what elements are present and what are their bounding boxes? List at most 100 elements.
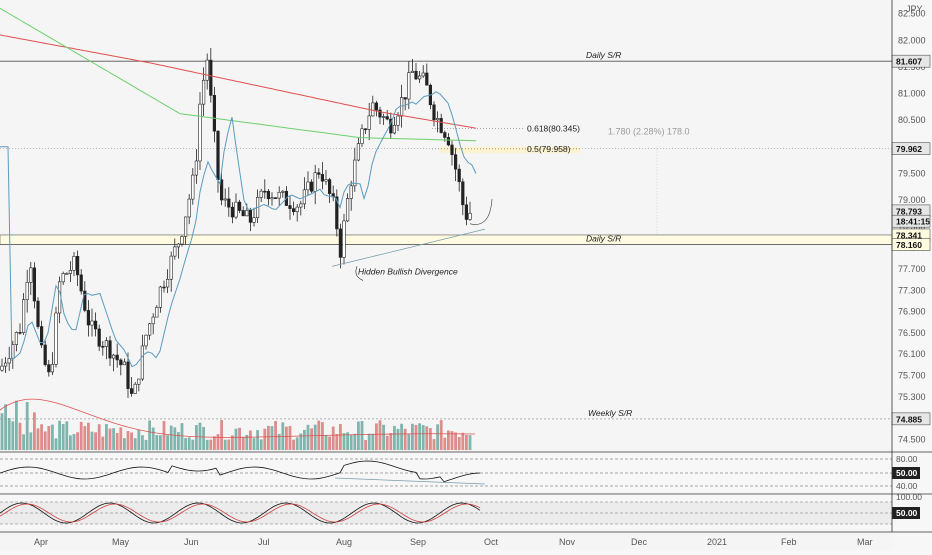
candle-body	[410, 70, 415, 73]
candle-body	[407, 72, 411, 100]
x-tick-label: Dec	[631, 537, 648, 547]
candles	[0, 47, 472, 398]
candle-body	[191, 174, 195, 200]
volume-bar	[418, 423, 421, 450]
sr-label: Daily S/R	[586, 234, 621, 244]
y-tick-label: 81.000	[898, 88, 926, 98]
candle-body	[403, 97, 407, 100]
volume-bar	[69, 435, 72, 450]
candle-body	[421, 72, 425, 77]
volume-bar	[267, 425, 270, 450]
candle-body	[205, 59, 209, 81]
candle-body	[230, 206, 235, 218]
candle-body	[155, 307, 159, 318]
volume-bar	[213, 436, 216, 450]
candle-body	[173, 246, 177, 257]
candle-body	[227, 198, 231, 208]
volume-bar	[241, 437, 245, 450]
candle-body	[291, 208, 296, 213]
candle-body	[83, 290, 87, 311]
volume-bar	[61, 424, 65, 450]
volume-bar	[339, 424, 342, 450]
candle-body	[259, 190, 263, 198]
y-tick-label: 76.500	[898, 328, 926, 338]
candle-body	[4, 362, 8, 367]
candle-body	[381, 116, 386, 118]
candle-body	[194, 160, 199, 176]
candle-body	[76, 256, 80, 276]
sr-label: Weekly S/R	[588, 408, 632, 418]
price-label: 78.160	[896, 240, 922, 250]
volume-bar	[101, 436, 105, 450]
candle-body	[223, 198, 227, 201]
volume-bar	[295, 437, 299, 450]
currency-label: JPY	[906, 4, 923, 14]
volume-bar	[54, 438, 58, 450]
price-label: 78.793	[896, 206, 922, 216]
stoch-label-box	[892, 507, 920, 519]
candle-body	[39, 326, 44, 346]
volume-bar	[205, 439, 209, 450]
volume-bar	[169, 425, 173, 450]
volume-bar	[112, 428, 115, 450]
candle-body	[148, 323, 152, 336]
volume-bar	[263, 428, 267, 450]
volume-bar	[270, 426, 274, 450]
volume-bar	[432, 439, 436, 450]
y-tick-label: 76.900	[898, 307, 926, 317]
candle-body	[399, 97, 404, 117]
candle-body	[417, 75, 422, 80]
x-tick-label: Aug	[336, 537, 352, 547]
volume-bar	[180, 423, 184, 450]
candle-body	[176, 243, 181, 248]
volume-bar	[29, 432, 33, 450]
volume-bar	[385, 435, 389, 450]
candle-body	[216, 130, 220, 181]
y-tick-label: 75.700	[898, 371, 926, 381]
volume-bar	[436, 424, 439, 450]
candle-body	[317, 172, 321, 175]
rsi-line	[0, 460, 481, 483]
candle-body	[248, 210, 253, 223]
volume-bar	[137, 429, 141, 450]
rsi-label: 50.00	[896, 468, 918, 478]
volume-bar	[378, 420, 382, 450]
candle-body	[43, 344, 47, 365]
candle-body	[414, 70, 418, 80]
volume-bar	[4, 404, 7, 450]
candle-body	[202, 79, 206, 105]
volume-bar	[105, 424, 108, 450]
volume-bar	[227, 439, 231, 450]
stoch-label: 50.00	[896, 508, 918, 518]
volume-bar	[285, 426, 288, 450]
volume-bar	[245, 434, 249, 450]
volume-bar	[148, 420, 151, 450]
y-tick-label: 82.500	[898, 9, 926, 19]
volume-bar	[360, 421, 364, 450]
ma-green	[0, 7, 477, 142]
candle-body	[241, 210, 245, 217]
price-axis-bg	[892, 0, 932, 550]
volume-bar	[331, 426, 335, 450]
candle-body	[425, 72, 429, 86]
y-tick-label: 79.500	[898, 168, 926, 178]
volume-bar	[299, 433, 303, 450]
x-tick-label: 2021	[707, 537, 727, 547]
candle-body	[54, 312, 58, 365]
volume-bar	[123, 438, 126, 450]
volume-bar	[411, 423, 414, 450]
candle-body	[90, 320, 94, 326]
fib-zone	[440, 146, 580, 153]
candle-body	[342, 220, 346, 258]
candle-body	[306, 181, 310, 191]
volume-bar	[126, 431, 130, 450]
volume-bar	[443, 437, 447, 450]
candle-body	[245, 210, 249, 217]
volume-bar	[414, 424, 418, 450]
projection-arrow	[469, 198, 493, 225]
candle-body	[453, 154, 458, 170]
price-label: 79.962	[896, 144, 922, 154]
price-label: 78.341	[896, 230, 922, 240]
candle-body	[94, 320, 98, 330]
volume-bar	[0, 413, 4, 450]
